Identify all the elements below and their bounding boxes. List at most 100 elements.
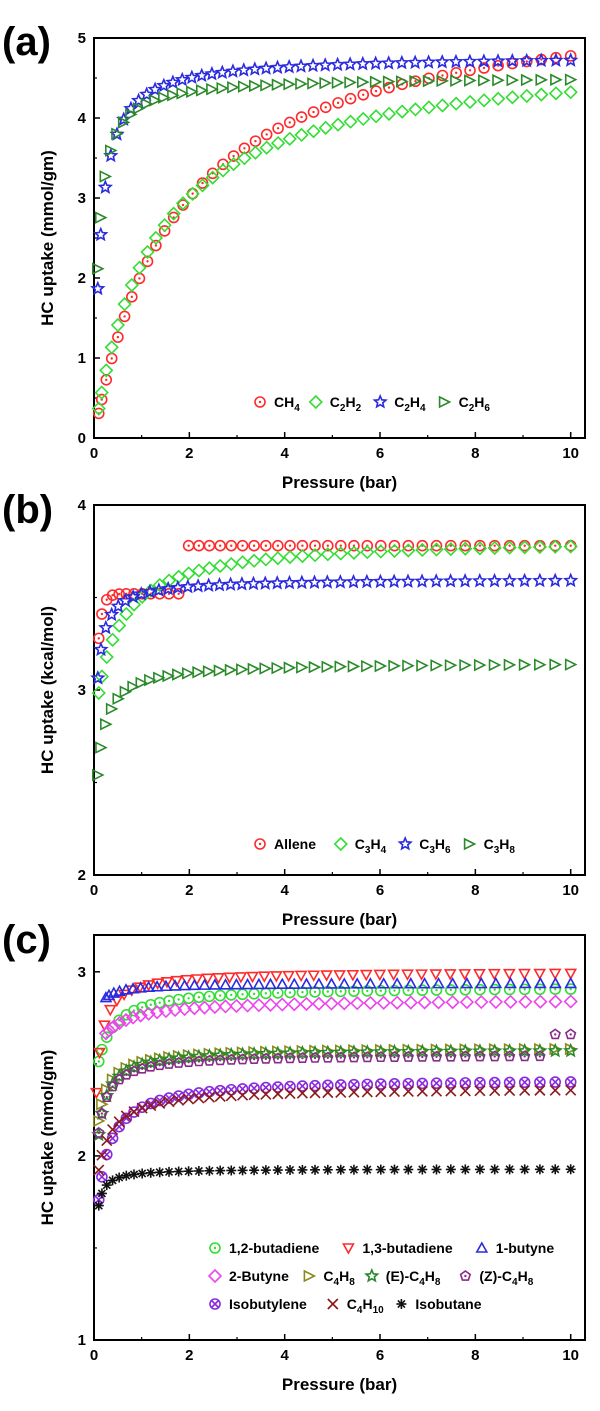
data-point bbox=[416, 1077, 429, 1090]
data-point bbox=[417, 1164, 428, 1175]
data-point bbox=[259, 662, 273, 675]
legend-label: 1,2-butadiene bbox=[229, 1240, 319, 1256]
data-point bbox=[195, 84, 209, 97]
data-point bbox=[90, 670, 106, 685]
data-point bbox=[374, 984, 387, 997]
data-point bbox=[249, 1165, 260, 1176]
data-point bbox=[182, 992, 195, 1005]
data-point bbox=[363, 995, 378, 1011]
data-point bbox=[407, 54, 423, 70]
data-point bbox=[248, 145, 263, 160]
data-point bbox=[227, 81, 240, 94]
data-point bbox=[432, 976, 445, 989]
data-point bbox=[156, 77, 172, 93]
data-point bbox=[174, 71, 190, 87]
data-point bbox=[106, 1019, 121, 1034]
y-axis-label: HC uptake (kcal/mol) bbox=[38, 606, 57, 774]
data-point bbox=[178, 978, 191, 991]
legend: Allene C3H4 C3H6 C3H8 bbox=[254, 835, 515, 856]
y-tick-label: 1 bbox=[78, 1332, 86, 1349]
data-point bbox=[246, 553, 262, 568]
data-point bbox=[226, 1165, 237, 1176]
data-point bbox=[459, 1077, 472, 1089]
data-point bbox=[164, 1166, 175, 1177]
data-point bbox=[158, 91, 171, 104]
data-point bbox=[374, 1078, 387, 1090]
data-point bbox=[236, 62, 252, 77]
panel-label: (b) bbox=[2, 488, 53, 532]
data-point bbox=[105, 144, 118, 157]
data-point bbox=[281, 574, 298, 590]
data-point bbox=[335, 1164, 346, 1175]
data-point bbox=[415, 969, 428, 981]
data-point bbox=[271, 661, 285, 675]
data-point bbox=[105, 702, 119, 716]
data-point bbox=[489, 1050, 501, 1062]
data-point bbox=[101, 1023, 117, 1038]
data-point bbox=[549, 976, 562, 989]
legend-label: C2H6 bbox=[459, 394, 491, 414]
x-tick-label: 8 bbox=[471, 445, 479, 462]
data-point bbox=[445, 1050, 457, 1062]
data-point bbox=[342, 56, 358, 71]
data-point bbox=[564, 658, 578, 671]
data-point bbox=[356, 111, 371, 127]
data-point bbox=[430, 1085, 443, 1097]
x-tick-label: 0 bbox=[90, 445, 98, 462]
data-point bbox=[478, 62, 490, 74]
data-point bbox=[235, 555, 250, 570]
data-point bbox=[137, 1168, 148, 1179]
x-tick-label: 10 bbox=[562, 1347, 579, 1364]
data-point bbox=[390, 977, 404, 989]
legend-marker bbox=[308, 394, 323, 410]
data-point bbox=[337, 977, 351, 989]
data-point bbox=[491, 91, 506, 106]
data-point bbox=[460, 976, 474, 989]
data-point bbox=[193, 1165, 204, 1176]
data-point bbox=[361, 1078, 374, 1091]
data-point bbox=[533, 968, 547, 981]
data-point bbox=[518, 1050, 531, 1062]
data-point bbox=[234, 575, 250, 591]
data-point bbox=[386, 573, 402, 589]
x-axis-label: Pressure (bar) bbox=[282, 1375, 397, 1394]
data-point bbox=[519, 976, 532, 989]
data-point bbox=[489, 976, 503, 989]
data-point bbox=[125, 1010, 141, 1025]
data-point bbox=[383, 81, 395, 94]
data-point bbox=[533, 994, 548, 1009]
data-point bbox=[203, 1091, 215, 1103]
legend-marker bbox=[254, 838, 266, 850]
data-point bbox=[373, 544, 388, 559]
data-point bbox=[459, 539, 472, 552]
data-point bbox=[284, 539, 296, 552]
data-point bbox=[294, 127, 309, 143]
data-point bbox=[333, 546, 348, 561]
data-point bbox=[503, 983, 516, 996]
data-series bbox=[92, 73, 578, 276]
data-point bbox=[237, 80, 251, 93]
data-point bbox=[488, 1076, 501, 1089]
data-point bbox=[429, 969, 443, 981]
data-point bbox=[360, 545, 375, 560]
data-point bbox=[132, 260, 147, 275]
data-point bbox=[236, 1089, 249, 1101]
data-point bbox=[260, 1052, 272, 1064]
data-point bbox=[140, 244, 155, 260]
data-point bbox=[126, 982, 140, 994]
data-point bbox=[502, 968, 516, 981]
data-point bbox=[212, 972, 225, 985]
data-point bbox=[361, 1086, 373, 1098]
data-point bbox=[295, 548, 310, 564]
data-point bbox=[504, 52, 520, 68]
data-point bbox=[309, 1051, 321, 1063]
data-point bbox=[490, 53, 506, 68]
legend-label: 1,3-butadiene bbox=[362, 1240, 452, 1256]
data-point bbox=[106, 1080, 119, 1092]
data-point bbox=[319, 76, 333, 90]
data-point bbox=[141, 255, 154, 268]
data-point bbox=[445, 1164, 456, 1175]
data-point bbox=[99, 649, 114, 665]
data-point bbox=[428, 573, 444, 588]
legend-marker bbox=[364, 1267, 380, 1283]
